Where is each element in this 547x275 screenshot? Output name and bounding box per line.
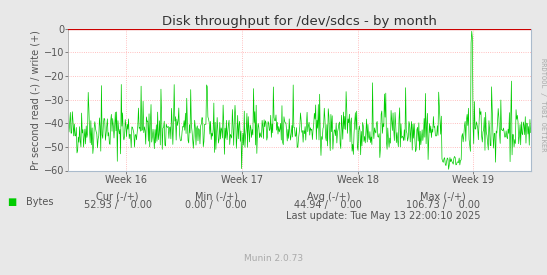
Text: Cur (-/+): Cur (-/+) [96,192,139,202]
Text: 106.73 /    0.00: 106.73 / 0.00 [406,200,480,210]
Y-axis label: Pr second read (-) / write (+): Pr second read (-) / write (+) [31,30,41,170]
Text: Last update: Tue May 13 22:00:10 2025: Last update: Tue May 13 22:00:10 2025 [286,211,480,221]
Text: RRDTOOL / TOBI OETIKER: RRDTOOL / TOBI OETIKER [540,58,546,151]
Text: 44.94 /    0.00: 44.94 / 0.00 [294,200,362,210]
Text: Max (-/+): Max (-/+) [420,192,466,202]
Text: Min (-/+): Min (-/+) [195,192,237,202]
Text: ■: ■ [7,197,16,207]
Text: 0.00 /    0.00: 0.00 / 0.00 [185,200,247,210]
Text: Bytes: Bytes [26,197,54,207]
Text: Munin 2.0.73: Munin 2.0.73 [244,254,303,263]
Text: 52.93 /    0.00: 52.93 / 0.00 [84,200,152,210]
Text: Avg (-/+): Avg (-/+) [306,192,350,202]
Title: Disk throughput for /dev/sdcs - by month: Disk throughput for /dev/sdcs - by month [162,15,437,28]
